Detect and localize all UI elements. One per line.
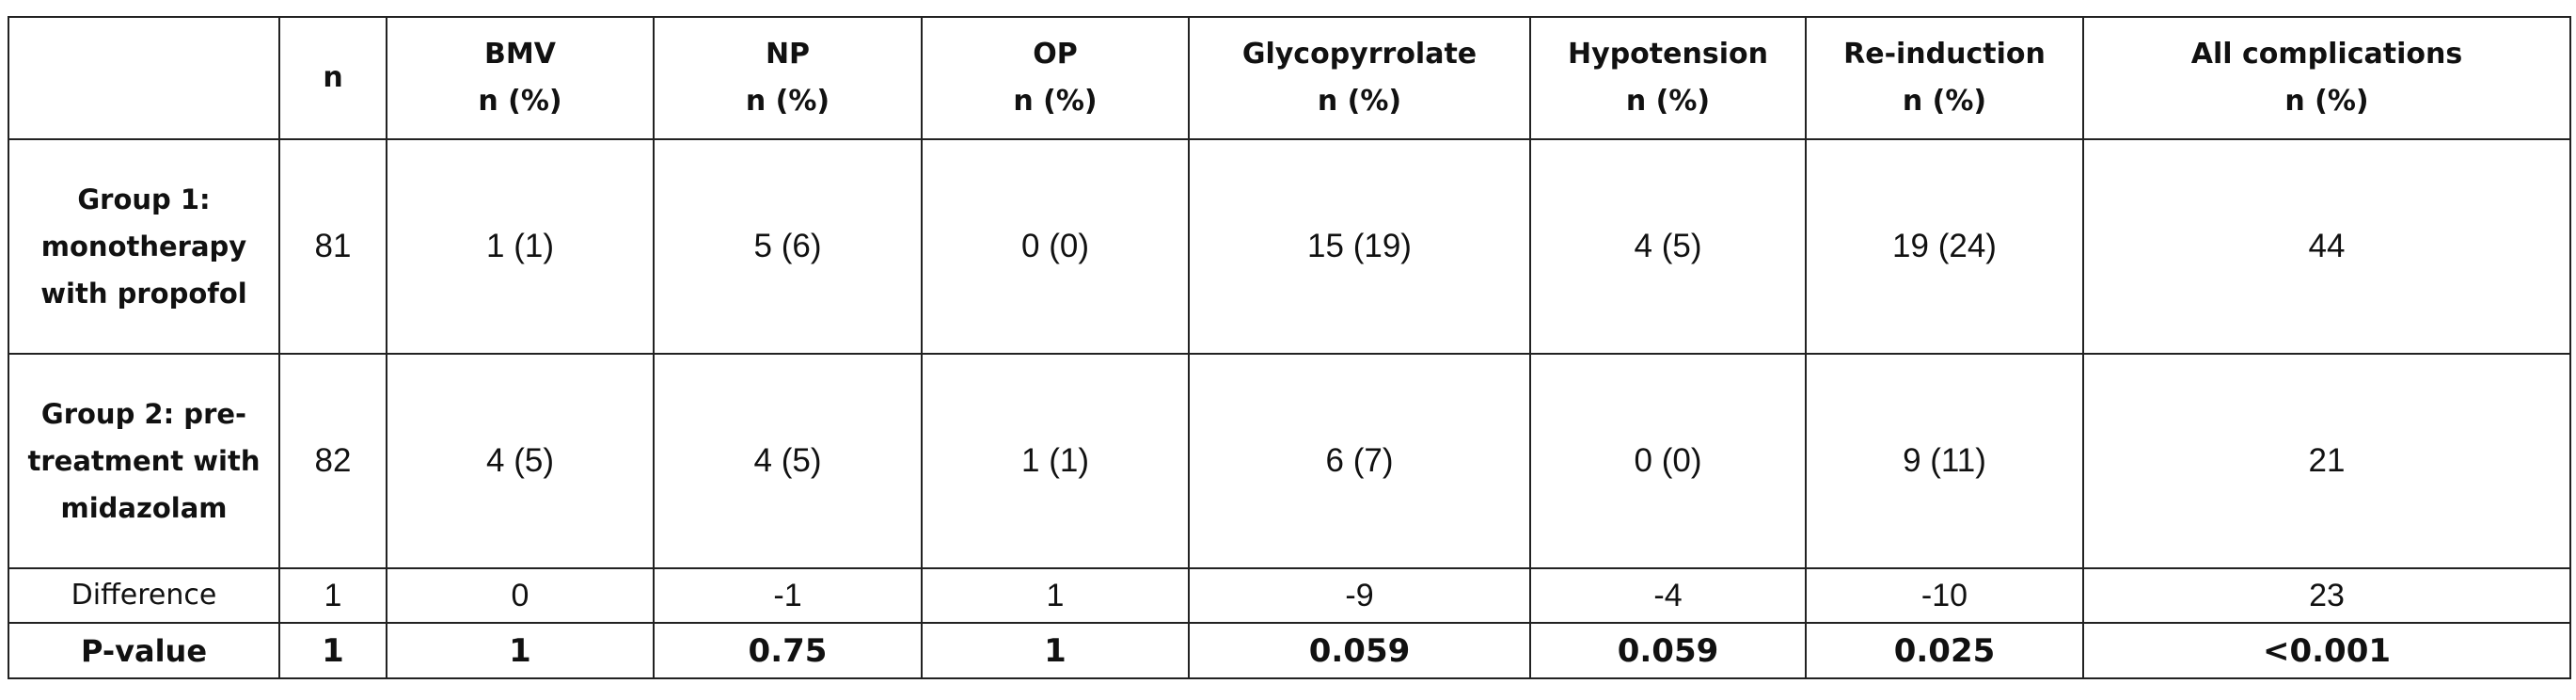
row-header-line: midazolam xyxy=(60,492,228,524)
column-header-line2: n (%) xyxy=(1013,85,1098,118)
header-row: n BMV n (%) NP n (%) OP n (%) Glycopyrro… xyxy=(8,16,2571,140)
column-header-re-induction: Re-induction n (%) xyxy=(1805,16,2084,140)
column-header-line1: Hypotension xyxy=(1568,38,1768,71)
table-cell: 1 xyxy=(921,622,1190,679)
table-cell: 1 xyxy=(386,622,655,679)
table-cell: 1 (1) xyxy=(386,138,655,355)
row-header-group-2: Group 2: pre- treatment with midazolam xyxy=(8,353,280,569)
table-cell: 19 (24) xyxy=(1805,138,2084,355)
row-header-line: P-value xyxy=(80,632,208,669)
table-cell: -1 xyxy=(653,567,923,624)
table-cell: 0.025 xyxy=(1805,622,2084,679)
row-header-line: with propofol xyxy=(40,278,247,310)
table-row-difference: Difference 1 0 -1 1 -9 -4 -10 23 xyxy=(8,567,2571,624)
column-header-glycopyrrolate: Glycopyrrolate n (%) xyxy=(1188,16,1531,140)
column-header-line2: n (%) xyxy=(745,85,830,118)
table-cell: 1 xyxy=(278,622,387,679)
table-cell: 23 xyxy=(2082,567,2571,624)
table-cell: 82 xyxy=(278,353,387,569)
column-header-line1: OP xyxy=(1033,38,1078,71)
table-cell: -10 xyxy=(1805,567,2084,624)
table-cell: 1 xyxy=(278,567,387,624)
row-header-line: Group 2: pre- xyxy=(40,398,247,430)
table-cell: 1 xyxy=(921,567,1190,624)
column-header-line1: BMV xyxy=(484,38,556,71)
row-header-p-value: P-value xyxy=(8,622,280,679)
row-header-line: Difference xyxy=(71,579,217,612)
column-header-line1: All complications xyxy=(2190,38,2463,71)
row-header-line: Group 1: xyxy=(77,183,211,215)
table-row-group-1: Group 1: monotherapy with propofol 81 1 … xyxy=(8,138,2571,355)
table-row-group-2: Group 2: pre- treatment with midazolam 8… xyxy=(8,353,2571,569)
table-cell: <0.001 xyxy=(2082,622,2571,679)
table-cell: 4 (5) xyxy=(653,353,923,569)
column-header-line2: n (%) xyxy=(1902,85,1987,118)
column-header-line2: n (%) xyxy=(478,85,562,118)
column-header-all-complications: All complications n (%) xyxy=(2082,16,2571,140)
table-cell: 15 (19) xyxy=(1188,138,1531,355)
column-header-line2: n (%) xyxy=(1317,85,1402,118)
table-cell: 4 (5) xyxy=(1529,138,1807,355)
table-cell: 0.059 xyxy=(1188,622,1531,679)
table-cell: 1 (1) xyxy=(921,353,1190,569)
table-cell: 9 (11) xyxy=(1805,353,2084,569)
column-header-line1: Glycopyrrolate xyxy=(1241,38,1478,71)
table-cell: 0 (0) xyxy=(921,138,1190,355)
row-header-difference: Difference xyxy=(8,567,280,624)
column-header-hypotension: Hypotension n (%) xyxy=(1529,16,1807,140)
table-cell: 0 (0) xyxy=(1529,353,1807,569)
table-row-p-value: P-value 1 1 0.75 1 0.059 0.059 0.025 <0.… xyxy=(8,622,2571,679)
table-cell: 44 xyxy=(2082,138,2571,355)
column-header-line1: Re-induction xyxy=(1843,38,2046,71)
table-cell: 6 (7) xyxy=(1188,353,1531,569)
table-cell: -4 xyxy=(1529,567,1807,624)
row-header-line: treatment with xyxy=(27,445,261,477)
table-cell: 0.75 xyxy=(653,622,923,679)
table-cell: 0.059 xyxy=(1529,622,1807,679)
row-header-line: monotherapy xyxy=(40,231,247,262)
column-header-line1: NP xyxy=(765,38,811,71)
table-cell: 4 (5) xyxy=(386,353,655,569)
column-header-line2: n (%) xyxy=(1625,85,1711,118)
column-header-op: OP n (%) xyxy=(921,16,1190,140)
complications-table: n BMV n (%) NP n (%) OP n (%) Glycopyrro… xyxy=(8,16,2571,679)
row-header-group-1: Group 1: monotherapy with propofol xyxy=(8,138,280,355)
table-cell: 81 xyxy=(278,138,387,355)
table-cell: 5 (6) xyxy=(653,138,923,355)
column-header-line2: n (%) xyxy=(2284,85,2369,118)
column-header-bmv: BMV n (%) xyxy=(386,16,655,140)
table-cell: 0 xyxy=(386,567,655,624)
column-header-n: n xyxy=(278,16,387,140)
table-cell: -9 xyxy=(1188,567,1531,624)
column-header-np: NP n (%) xyxy=(653,16,923,140)
column-header-line2: n xyxy=(323,61,343,94)
corner-cell xyxy=(8,16,280,140)
table-cell: 21 xyxy=(2082,353,2571,569)
